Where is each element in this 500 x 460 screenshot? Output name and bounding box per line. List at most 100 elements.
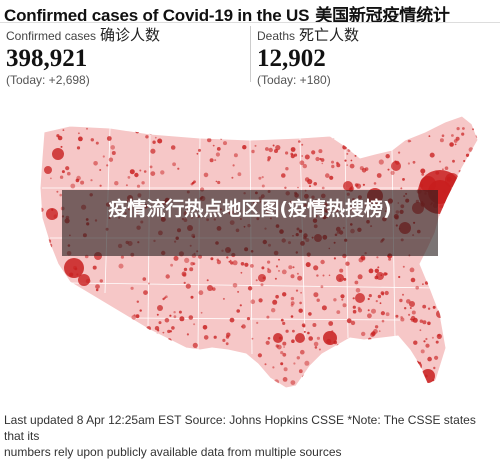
case-dot <box>171 326 175 330</box>
case-dot <box>290 301 295 305</box>
case-dot <box>362 127 366 131</box>
case-dot <box>375 300 378 303</box>
case-dot <box>280 351 284 355</box>
case-dot <box>260 373 264 378</box>
case-dot <box>222 338 226 342</box>
case-dot <box>407 132 411 136</box>
case-dot <box>110 145 115 150</box>
case-dot <box>210 257 214 261</box>
case-dot <box>447 352 452 356</box>
case-dot <box>272 299 278 305</box>
case-dot <box>208 362 212 366</box>
case-dot <box>159 352 163 356</box>
case-dot <box>152 140 156 144</box>
case-dot <box>60 145 63 148</box>
case-dot <box>44 166 52 174</box>
case-dot <box>146 351 150 355</box>
case-dot <box>290 303 294 307</box>
case-dot <box>188 315 194 320</box>
case-dot <box>360 375 366 380</box>
case-dot <box>452 159 455 163</box>
case-dot <box>232 260 238 266</box>
case-dot <box>59 175 64 179</box>
case-dot <box>451 221 454 224</box>
case-dot <box>311 372 314 375</box>
case-dot <box>339 127 342 130</box>
case-dot <box>185 283 191 289</box>
case-dot <box>469 212 472 215</box>
case-dot <box>139 347 144 353</box>
case-dot <box>247 286 253 291</box>
title-chinese: 美国新冠疫情统计 <box>315 6 450 26</box>
case-dot <box>322 274 325 277</box>
case-dot <box>95 141 99 145</box>
case-dot <box>452 230 458 236</box>
case-dot <box>297 186 299 189</box>
case-dot <box>241 325 243 328</box>
case-dot <box>297 275 303 281</box>
case-dot <box>129 364 133 367</box>
case-dot <box>333 381 336 384</box>
case-dot <box>242 375 246 379</box>
case-dot <box>371 373 377 379</box>
case-dot <box>367 313 372 319</box>
cases-stat: Confirmed cases 确诊人数 398,921 (Today: +2,6… <box>6 24 160 87</box>
case-dot <box>40 253 43 257</box>
case-dot <box>410 315 416 321</box>
case-dot <box>345 261 350 266</box>
case-dot <box>225 342 229 346</box>
case-dot <box>364 372 367 375</box>
case-dot <box>261 176 264 179</box>
case-dot <box>355 386 358 388</box>
case-dot <box>258 298 263 303</box>
case-dot <box>427 356 432 362</box>
case-dot <box>164 317 170 323</box>
case-dot <box>472 247 475 249</box>
case-dot <box>462 127 465 130</box>
case-dot <box>103 360 107 363</box>
case-dot <box>308 336 314 341</box>
case-dot <box>198 290 204 296</box>
case-dot <box>453 349 458 354</box>
case-dot <box>321 132 325 136</box>
footer-line-2: numbers rely upon publicly available dat… <box>4 445 342 459</box>
case-dot <box>67 311 72 316</box>
case-dot <box>130 365 135 370</box>
case-dot <box>356 149 360 153</box>
case-dot <box>163 296 167 299</box>
case-dot <box>122 363 126 367</box>
case-dot <box>106 164 109 167</box>
case-dot <box>295 289 299 292</box>
case-dot <box>230 261 234 265</box>
case-dot <box>290 152 294 156</box>
deaths-label-chinese: 死亡人数 <box>299 26 360 44</box>
case-dot <box>237 172 242 177</box>
case-dot <box>322 126 328 132</box>
case-dot <box>444 166 449 170</box>
case-dot <box>471 382 474 386</box>
case-dot <box>276 344 282 350</box>
case-dot <box>118 263 124 269</box>
case-dot <box>415 285 420 290</box>
case-dot <box>407 162 410 165</box>
case-dot <box>290 315 294 318</box>
case-dot <box>354 154 357 157</box>
case-dot <box>238 131 241 135</box>
case-dot <box>377 130 380 133</box>
case-dot <box>212 144 215 147</box>
case-dot <box>461 186 465 190</box>
case-dot <box>376 272 384 280</box>
case-dot <box>192 342 198 348</box>
case-dot <box>420 381 425 387</box>
case-dot <box>455 136 460 141</box>
case-dot <box>179 316 185 322</box>
case-dot <box>46 257 50 261</box>
case-dot <box>356 378 360 382</box>
case-dot <box>373 343 377 347</box>
case-dot <box>200 311 203 314</box>
case-dot <box>472 261 476 265</box>
case-dot <box>409 307 412 309</box>
case-dot <box>443 274 446 277</box>
case-dot <box>412 160 416 164</box>
case-dot <box>440 373 444 376</box>
